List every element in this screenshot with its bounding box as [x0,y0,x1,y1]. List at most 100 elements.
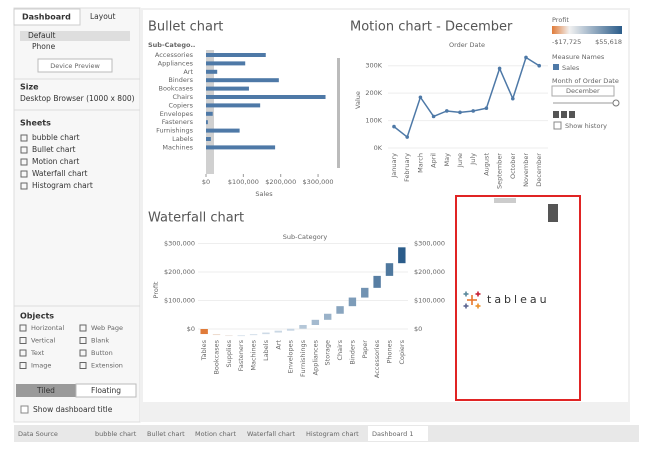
legend-min: -$17,725 [552,38,581,46]
y-tick-label: Fasteners [162,118,194,126]
sheet-icon [20,146,28,154]
point [458,110,462,115]
dashboard [143,10,628,402]
button[interactable] [37,58,113,73]
bar [206,78,279,83]
color-ramp [552,26,622,34]
checkbox-label[interactable]: Show dashboard title [33,405,113,414]
play-control[interactable] [569,111,575,118]
checkbox-label[interactable]: Show history [565,122,607,130]
checkbox[interactable] [553,121,562,130]
bar [206,61,246,66]
y-tick-label: 300K [365,62,382,70]
axis-title: Profit [152,281,160,298]
x-tick-label: Phones [385,339,393,363]
bar [200,328,208,335]
x-tick-label: June [456,153,464,168]
device-item[interactable]: Default [28,31,55,40]
sheet-item[interactable]: Histogram chart [32,181,93,190]
x-tick-label: July [469,153,477,166]
bar [206,53,266,57]
x-tick-label: November [522,153,530,187]
dropdown-value[interactable]: December [566,87,600,95]
y-tick-label: 200K [365,89,382,97]
point [537,63,541,68]
axis-title: Value [354,91,362,109]
point [511,96,515,101]
x-tick-label: Appliances [311,339,319,375]
y-tick-label: Copiers [168,101,193,109]
sheet-icon [20,134,28,142]
checkbox[interactable] [20,405,29,414]
y-tick-label: Accessories [155,51,194,59]
sheet-tab[interactable]: Histogram chart [306,430,359,438]
object-item[interactable]: Horizontal [31,324,64,332]
chart-title: Motion chart - December [350,20,513,35]
bar [348,297,357,307]
size-value[interactable]: Desktop Browser (1000 x 800) [20,94,135,103]
x-tick-label: Tables [200,339,208,361]
x-tick-label: Labels [262,339,270,361]
object-icon [79,349,87,357]
tab-active [13,8,81,26]
x-tick-label: Fasteners [237,339,245,371]
x-tick-label: February [403,153,411,182]
y-tick-label: Chairs [172,93,193,101]
bar [237,335,245,337]
object-icon [79,362,87,369]
side-tab[interactable]: Layout [90,12,116,21]
play-control[interactable] [561,111,567,118]
mode-floating[interactable] [75,383,137,398]
play-control[interactable] [553,111,559,118]
sheet-tab[interactable]: Data Source [18,430,58,438]
object-item[interactable]: Extension [91,362,123,370]
sheet-item[interactable]: bubble chart [32,133,80,142]
bar [206,128,240,133]
sheet-item[interactable]: Motion chart [32,157,79,166]
sheet-item[interactable]: Waterfall chart [32,169,88,178]
sheet-icon [20,182,28,190]
x-tick-label: April [430,153,438,168]
y-tick-label: Furnishings [156,127,194,135]
sheet-tab[interactable]: Motion chart [195,430,236,438]
x-tick-label: $0 [202,178,210,186]
y-tick-label: Machines [162,143,193,151]
button-label[interactable]: Device Preview [50,62,100,70]
x-tick-label: Art [274,340,282,350]
sheet-tab[interactable]: Dashboard 1 [372,430,413,438]
device-item[interactable]: Phone [32,42,56,51]
sheet-tab[interactable]: bubble chart [95,430,137,438]
object-item[interactable]: Web Page [91,324,123,332]
object-item[interactable]: Vertical [31,337,56,345]
legend-swatch [553,64,559,70]
y-tick-label: 100K [365,117,382,125]
scrollbar[interactable] [337,58,340,168]
bar [206,145,276,150]
object-item[interactable]: Text [30,349,45,357]
y-tick-label: Labels [172,135,194,143]
x-tick-label: Supplies [225,339,233,367]
object-item[interactable]: Blank [91,337,109,345]
bar [299,324,307,329]
point [405,135,410,139]
axis-title: Order Date [449,41,485,49]
bar [373,275,381,288]
slider-knob[interactable] [612,99,620,107]
sheet-item[interactable]: Bullet chart [32,145,76,154]
side-tab[interactable]: Dashboard [22,13,71,22]
section-title: Sheets [20,119,51,128]
mode-tiled[interactable] [16,384,76,397]
object-item[interactable]: Button [91,349,113,357]
y2-tick-label: $200,000 [414,268,445,276]
x-tick-label: Bookcases [213,339,221,374]
dropdown[interactable] [551,85,615,97]
mode-label[interactable]: Floating [91,386,121,395]
sheet-tab[interactable]: Bullet chart [147,430,185,438]
sheet-tab[interactable]: Waterfall chart [247,430,296,438]
mode-label[interactable]: Tiled [36,386,55,395]
x-tick-label: $100,000 [228,178,259,186]
point [497,66,502,71]
y-tick-label: $300,000 [164,239,195,247]
object-icon [19,324,27,332]
object-item[interactable]: Image [31,362,51,370]
